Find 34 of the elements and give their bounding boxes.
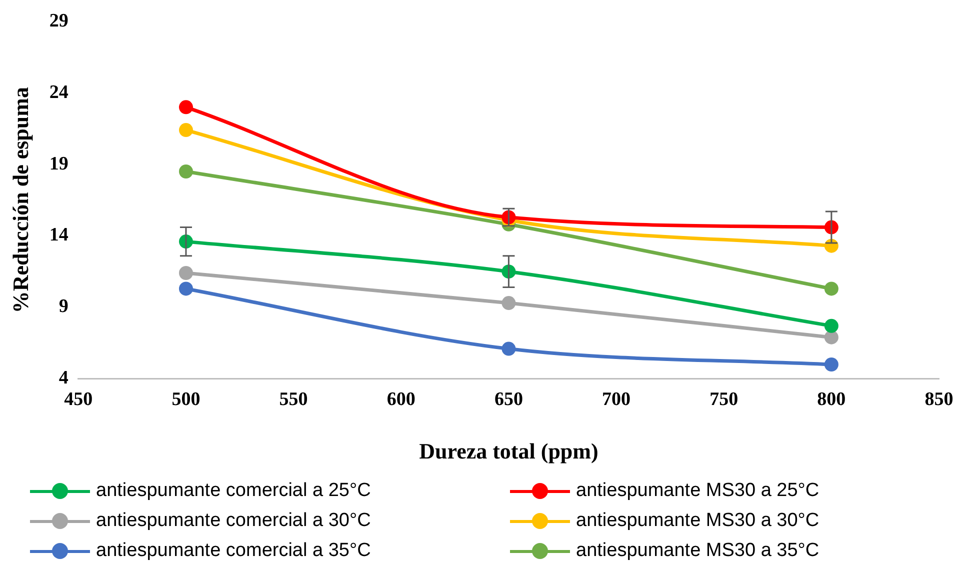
x-tick-label: 500 xyxy=(172,389,200,410)
x-tick-label: 700 xyxy=(602,389,631,410)
x-tick-label: 450 xyxy=(64,389,93,410)
y-tick-label: 4 xyxy=(58,368,69,389)
y-tick-label: 29 xyxy=(49,10,68,32)
legend-label: antiespumante MS30 a 25°C xyxy=(576,480,820,502)
point xyxy=(178,164,193,179)
x-tick-label: 550 xyxy=(279,389,308,410)
legend-label: antiespumante comercial a 35°C xyxy=(96,540,371,562)
point xyxy=(824,282,838,296)
x-tick-label: 750 xyxy=(710,389,738,410)
point xyxy=(824,358,838,372)
x-tick-label: 650 xyxy=(494,389,523,410)
y-tick-label: 19 xyxy=(49,153,68,174)
x-tick-label: 600 xyxy=(386,389,416,410)
point xyxy=(502,296,516,310)
y-tick-label: 14 xyxy=(49,224,69,246)
x-axis-title: Dureza total (ppm) xyxy=(419,438,598,464)
point xyxy=(178,100,193,114)
y-tick-label: 24 xyxy=(49,82,69,103)
point xyxy=(178,266,193,280)
legend-label: antiespumante MS30 a 35°C xyxy=(576,540,820,562)
legend-label: antiespumante comercial a 30°C xyxy=(96,510,371,532)
y-tick-label: 9 xyxy=(58,296,68,318)
point xyxy=(178,282,193,296)
x-tick-label: 800 xyxy=(817,389,846,410)
point xyxy=(178,123,193,138)
legend-label: antiespumante comercial a 25°C xyxy=(96,480,371,502)
point xyxy=(502,342,516,356)
y-axis-title: %Reducción de espuma xyxy=(8,87,33,314)
point xyxy=(824,318,838,333)
point xyxy=(824,330,838,344)
x-tick-label: 850 xyxy=(924,389,954,410)
legend-label: antiespumante MS30 a 30°C xyxy=(576,510,820,532)
